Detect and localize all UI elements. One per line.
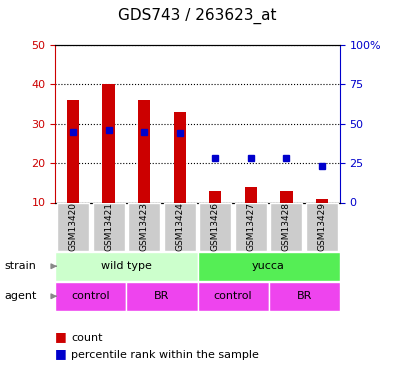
Text: GSM13426: GSM13426 bbox=[211, 202, 220, 251]
Text: BR: BR bbox=[154, 291, 169, 301]
Bar bbox=[92, 202, 125, 251]
Bar bbox=[126, 282, 198, 310]
Bar bbox=[199, 202, 231, 251]
Text: control: control bbox=[71, 291, 110, 301]
Text: ■: ■ bbox=[55, 330, 67, 343]
Bar bbox=[245, 187, 257, 202]
Bar bbox=[164, 202, 196, 251]
Text: GSM13427: GSM13427 bbox=[246, 202, 255, 251]
Text: GSM13424: GSM13424 bbox=[175, 202, 184, 251]
Text: strain: strain bbox=[4, 261, 36, 271]
Text: count: count bbox=[71, 333, 103, 343]
Bar bbox=[280, 190, 293, 202]
Text: GSM13420: GSM13420 bbox=[69, 202, 77, 251]
Bar bbox=[269, 282, 340, 310]
Text: GSM13423: GSM13423 bbox=[140, 202, 149, 251]
Text: ■: ■ bbox=[55, 347, 67, 360]
Text: GSM13421: GSM13421 bbox=[104, 202, 113, 251]
Bar bbox=[198, 282, 269, 310]
Text: control: control bbox=[214, 291, 252, 301]
Bar bbox=[235, 202, 267, 251]
Text: BR: BR bbox=[297, 291, 312, 301]
Bar bbox=[55, 252, 198, 280]
Bar bbox=[270, 202, 303, 251]
Text: GSM13428: GSM13428 bbox=[282, 202, 291, 251]
Bar bbox=[306, 202, 338, 251]
Text: GDS743 / 263623_at: GDS743 / 263623_at bbox=[118, 8, 277, 24]
Bar bbox=[67, 100, 79, 202]
Bar bbox=[55, 282, 126, 310]
Text: agent: agent bbox=[4, 291, 36, 301]
Bar bbox=[173, 112, 186, 202]
Bar bbox=[138, 100, 150, 202]
Bar bbox=[198, 252, 340, 280]
Bar bbox=[316, 199, 328, 202]
Text: percentile rank within the sample: percentile rank within the sample bbox=[71, 350, 259, 360]
Text: yucca: yucca bbox=[252, 261, 285, 271]
Text: wild type: wild type bbox=[101, 261, 152, 271]
Bar bbox=[209, 190, 222, 202]
Bar bbox=[102, 84, 115, 203]
Bar bbox=[57, 202, 89, 251]
Bar bbox=[128, 202, 160, 251]
Text: GSM13429: GSM13429 bbox=[318, 202, 326, 251]
